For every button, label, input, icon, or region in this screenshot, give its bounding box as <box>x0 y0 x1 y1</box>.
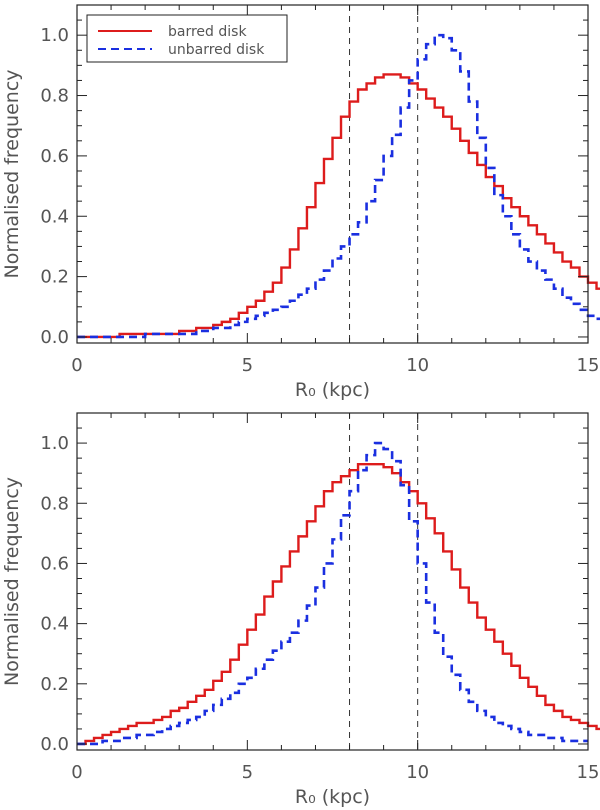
x-axis-title: R₀ (kpc) <box>295 786 370 808</box>
legend: barred disk unbarred disk <box>86 14 288 63</box>
x-tick-label: 0 <box>71 762 82 783</box>
barred-legend-label: barred disk <box>168 24 247 40</box>
x-tick-label: 0 <box>71 355 82 376</box>
x-tick-label: 5 <box>242 762 253 783</box>
top-panel: 0 5 10 15 0.0 0.2 0.4 0.6 0.8 1.0 R₀ (kpc) Normalis… <box>1 4 600 401</box>
unbarred-legend-label: unbarred disk <box>168 42 265 58</box>
y-tick-label: 0.0 <box>40 327 69 348</box>
bottom-panel: 0 5 10 15 0.0 0.2 0.4 0.6 0.8 1.0 R₀ (kpc) Normalis… <box>1 412 600 808</box>
unbarred-disk-series-line <box>77 33 600 339</box>
plot-frame <box>76 412 589 751</box>
y-tick-label: 0.4 <box>40 614 69 635</box>
x-axis-title: R₀ (kpc) <box>295 379 370 401</box>
y-tick-label: 0.2 <box>40 674 69 695</box>
y-tick-label: 0.8 <box>40 493 69 514</box>
y-tick-label: 0.0 <box>40 734 69 755</box>
x-tick-label: 15 <box>577 762 600 783</box>
x-tick-label: 10 <box>406 355 429 376</box>
y-tick-label: 1.0 <box>40 433 69 454</box>
y-axis-title: Normalised frequency <box>1 69 23 278</box>
x-tick-label: 10 <box>406 762 429 783</box>
y-tick-label: 0.8 <box>40 86 69 107</box>
plot-frame <box>76 4 589 344</box>
legend-box <box>86 14 288 63</box>
y-tick-label: 0.6 <box>40 553 69 574</box>
y-axis-title: Normalised frequency <box>1 477 23 686</box>
barred-disk-series-line <box>77 73 600 339</box>
y-tick-label: 0.4 <box>40 206 69 227</box>
y-tick-label: 1.0 <box>40 25 69 46</box>
y-tick-label: 0.2 <box>40 267 69 288</box>
y-tick-label: 0.6 <box>40 146 69 167</box>
x-tick-label: 15 <box>577 355 600 376</box>
unbarred-disk-series-line <box>77 441 588 746</box>
barred-disk-series-line <box>77 462 600 746</box>
x-tick-label: 5 <box>242 355 253 376</box>
